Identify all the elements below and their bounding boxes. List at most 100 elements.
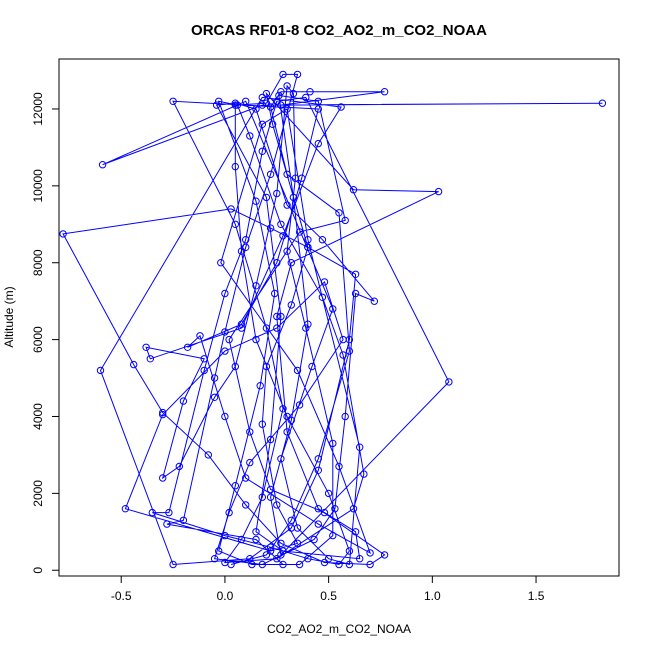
x-axis-label: CO2_AO2_m_CO2_NOAA: [267, 622, 411, 636]
data-point: [293, 70, 302, 79]
data-point: [210, 374, 219, 382]
data-point: [266, 543, 275, 551]
data-point: [349, 505, 358, 513]
data-point: [345, 347, 354, 355]
data-point: [175, 462, 184, 471]
data-point: [271, 289, 279, 298]
data-point: [266, 547, 275, 555]
data-point: [169, 560, 177, 569]
data-point: [445, 378, 453, 386]
data-point: [277, 551, 285, 559]
data-point: [273, 97, 281, 106]
data-point: [291, 174, 300, 182]
data-point: [242, 97, 250, 106]
data-point: [337, 103, 345, 111]
data-point: [351, 270, 360, 278]
data-point: [295, 228, 304, 236]
data-point: [252, 105, 260, 113]
data-point: [349, 186, 358, 194]
data-point: [324, 489, 333, 498]
data-point: [142, 343, 150, 351]
y-tick-label: 2000: [31, 480, 45, 507]
y-tick-label: 6000: [31, 326, 45, 353]
data-point: [246, 555, 254, 563]
data-point: [273, 555, 281, 563]
data-point: [262, 362, 271, 371]
data-point: [320, 558, 329, 567]
data-point: [434, 187, 443, 196]
data-point: [302, 324, 310, 332]
data-point: [210, 555, 219, 563]
data-point: [237, 320, 246, 328]
data-point: [221, 347, 229, 355]
data-point: [295, 560, 304, 569]
data-point: [242, 243, 250, 252]
data-point: [242, 474, 250, 482]
data-point: [314, 105, 322, 113]
data-point: [258, 93, 266, 102]
data-point: [356, 443, 364, 451]
data-point: [289, 89, 298, 98]
data-point: [283, 428, 291, 436]
data-point: [179, 397, 188, 405]
data-point: [345, 560, 354, 569]
data-point: [287, 524, 295, 532]
data-point: [277, 101, 285, 109]
x-tick-label: -0.5: [111, 589, 132, 603]
data-point: [283, 82, 291, 90]
data-point: [366, 549, 374, 557]
data-point: [252, 282, 260, 290]
data-point: [304, 320, 312, 328]
data-point: [221, 412, 229, 421]
data-point: [200, 366, 208, 375]
data-point: [304, 243, 312, 252]
data-point: [231, 99, 240, 107]
data-point: [266, 493, 275, 501]
data-point: [314, 97, 322, 106]
data-point: [279, 560, 287, 569]
data-point: [324, 555, 333, 563]
data-point: [335, 560, 343, 569]
data-point: [293, 366, 302, 375]
data-point: [287, 416, 295, 424]
data-point: [246, 132, 254, 140]
data-point: [356, 555, 364, 563]
y-tick-label: 10000: [31, 169, 45, 203]
data-point: [318, 236, 327, 244]
data-point: [225, 508, 233, 517]
data-point: [277, 88, 285, 96]
data-point: [289, 193, 298, 202]
data-point: [341, 216, 349, 225]
data-point: [258, 493, 266, 501]
data-point: [295, 401, 304, 409]
data-point: [231, 101, 240, 109]
data-point: [204, 451, 213, 459]
data-point: [314, 505, 322, 513]
data-point: [217, 259, 225, 267]
data-point: [287, 516, 295, 524]
data-point: [221, 558, 229, 567]
data-point: [233, 101, 242, 109]
data-point: [215, 547, 223, 555]
chart-title: ORCAS RF01-8 CO2_AO2_m_CO2_NOAA: [191, 22, 487, 39]
data-point: [339, 351, 347, 359]
data-point: [237, 324, 246, 332]
data-point: [329, 439, 337, 448]
data-point: [159, 408, 167, 417]
data-point: [258, 101, 266, 109]
data-point: [283, 170, 291, 179]
data-point: [277, 455, 285, 463]
data-point: [246, 458, 254, 467]
data-point: [266, 170, 275, 179]
data-point: [256, 382, 264, 390]
data-point: [210, 393, 219, 401]
data-point: [283, 412, 291, 421]
data-point: [96, 366, 105, 375]
data-point: [308, 362, 316, 371]
data-point: [159, 410, 167, 419]
data-point: [335, 209, 343, 217]
data-point: [366, 560, 374, 569]
data-point: [231, 362, 240, 371]
data-point: [287, 301, 295, 309]
